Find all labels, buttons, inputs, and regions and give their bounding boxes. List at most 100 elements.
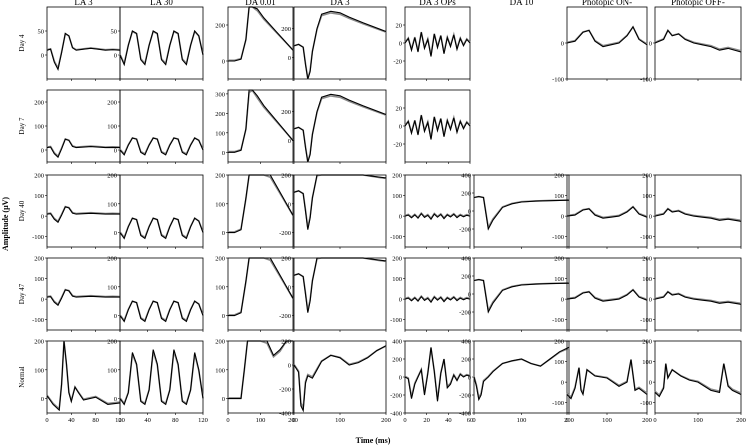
x-tick-label: 0 — [565, 417, 568, 424]
panel-frame — [119, 257, 204, 331]
y-tick-label: -100 — [390, 234, 402, 241]
y-tick-label: 200 — [215, 23, 225, 30]
x-tick-label: 200 — [642, 417, 652, 424]
y-tick-label: 200 — [392, 173, 402, 180]
panel-day-40-photon: -100 0 100 200 — [552, 173, 648, 249]
replicate-trace — [473, 278, 570, 313]
y-tick-label: 200 — [215, 256, 225, 263]
y-tick-label: 20 — [396, 106, 403, 113]
panel-frame — [119, 340, 204, 414]
y-tick-label: 100 — [34, 193, 44, 200]
mean-trace — [46, 206, 121, 224]
x-tick-label: 20 — [423, 417, 430, 424]
mean-trace — [119, 300, 204, 323]
panel-frame — [227, 6, 294, 80]
y-tick-label: 0 — [114, 396, 117, 403]
panel-day-47-la3: -100 0 100 200 — [32, 256, 121, 332]
y-tick-label: 0 — [649, 214, 652, 221]
y-tick-label: 0 — [399, 375, 402, 382]
y-tick-label: 0 — [399, 214, 402, 221]
y-tick-label: 100 — [34, 367, 44, 374]
y-tick-label: -400 — [390, 411, 402, 418]
y-tick-label: 100 — [215, 130, 225, 137]
replicate-trace — [654, 28, 742, 52]
column-title-photoff: Photopic OFF- — [671, 0, 725, 7]
panel-frame — [46, 257, 121, 331]
panel-frame — [293, 6, 387, 80]
y-tick-label: 50 — [38, 29, 45, 36]
y-tick-label: 200 — [107, 173, 117, 180]
mean-trace — [566, 25, 648, 48]
y-tick-label: 200 — [215, 173, 225, 180]
replicate-trace — [473, 195, 570, 230]
y-tick-label: 200 — [281, 256, 291, 263]
panel-day-4-da3: 0 200 — [281, 6, 387, 81]
mean-trace — [404, 32, 471, 57]
panel-day-40-la30: 0 100 200 — [107, 173, 204, 249]
panel-frame — [46, 340, 121, 414]
column-title-da10: DA 10 — [510, 0, 534, 7]
y-tick-label: 100 — [215, 367, 225, 374]
y-tick-label: 200 — [642, 339, 652, 346]
mean-trace — [473, 196, 570, 231]
y-tick-label: 50 — [111, 29, 118, 36]
x-tick-label: 100 — [256, 417, 266, 424]
y-tick-label: 0 — [114, 230, 117, 237]
panel-frame — [654, 174, 742, 248]
panel-day-40-da001: 0 100 200 — [215, 173, 294, 249]
panel-day-4-la30: 0 50 — [111, 6, 204, 81]
mean-trace — [46, 289, 121, 307]
x-tick-label: 40 — [445, 417, 452, 424]
mean-trace — [293, 257, 387, 313]
y-tick-label: 0 — [288, 138, 291, 145]
y-tick-label: 0 — [41, 53, 44, 60]
y-tick-label: -200 — [279, 230, 291, 237]
panel-day-47-photoff: -100 0 100 200 — [640, 256, 742, 332]
y-tick-label: 100 — [642, 193, 652, 200]
y-tick-label: 200 — [34, 173, 44, 180]
y-tick-label: 200 — [34, 100, 44, 107]
y-tick-label: -100 — [552, 77, 564, 84]
mean-trace — [46, 138, 121, 159]
mean-trace — [566, 359, 648, 400]
panel-day-47-photon: -100 0 100 200 — [552, 256, 648, 332]
y-tick-label: 100 — [642, 359, 652, 366]
y-tick-label: -200 — [390, 393, 402, 400]
x-tick-label: 0 — [472, 417, 475, 424]
mean-trace — [566, 289, 648, 302]
replicate-trace — [46, 32, 121, 71]
mean-trace — [473, 346, 570, 402]
panel-frame — [119, 6, 204, 80]
x-tick-label: 200 — [736, 417, 746, 424]
mean-trace — [293, 93, 387, 163]
x-tick-label: 100 — [602, 417, 612, 424]
y-tick-label: 100 — [642, 276, 652, 283]
panel-frame — [404, 89, 471, 163]
y-tick-label: 0 — [41, 396, 44, 403]
y-tick-label: 100 — [554, 193, 564, 200]
y-tick-label: 200 — [281, 109, 291, 116]
y-tick-label: 0 — [288, 284, 291, 291]
y-tick-label: -100 — [552, 317, 564, 324]
mean-trace — [654, 208, 742, 222]
y-tick-label: 200 — [107, 256, 117, 263]
y-tick-label: 0 — [399, 124, 402, 131]
x-tick-label: 120 — [198, 417, 208, 424]
y-tick-label: 0 — [288, 363, 291, 370]
y-tick-label: 0 — [561, 380, 564, 387]
y-tick-label: -100 — [640, 234, 652, 241]
replicate-trace — [654, 363, 742, 397]
y-tick-label: -200 — [459, 227, 471, 234]
y-tick-label: 0 — [561, 297, 564, 304]
y-tick-label: 0 — [468, 375, 471, 382]
y-tick-label: 400 — [461, 339, 471, 346]
y-tick-label: 0 — [222, 313, 225, 320]
y-tick-label: 0 — [399, 41, 402, 48]
y-tick-label: 0 — [41, 148, 44, 155]
panel-day-4-da001: 0 200 — [215, 6, 294, 81]
mean-trace — [654, 291, 742, 305]
y-tick-label: 0 — [468, 292, 471, 299]
replicate-trace — [293, 95, 387, 163]
